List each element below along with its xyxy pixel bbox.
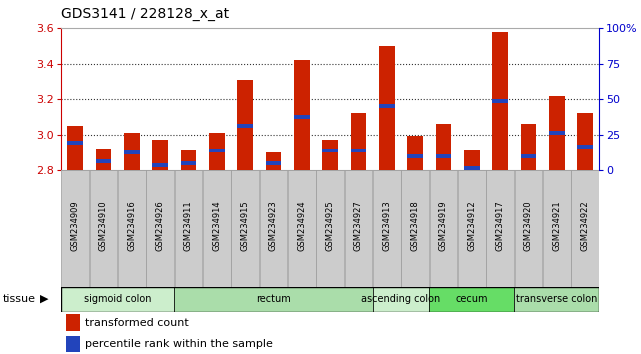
Text: ▶: ▶ <box>40 294 48 304</box>
Bar <box>487 170 514 287</box>
Bar <box>203 170 231 287</box>
Bar <box>379 46 395 170</box>
Bar <box>322 140 338 170</box>
Bar <box>146 170 174 287</box>
Text: GSM234925: GSM234925 <box>326 201 335 251</box>
Bar <box>96 159 111 163</box>
Text: rectum: rectum <box>256 294 291 304</box>
Text: GSM234918: GSM234918 <box>411 201 420 251</box>
Bar <box>260 170 287 287</box>
Text: GDS3141 / 228128_x_at: GDS3141 / 228128_x_at <box>61 7 229 21</box>
Text: GSM234919: GSM234919 <box>439 201 448 251</box>
Bar <box>96 149 111 170</box>
Bar <box>543 170 570 287</box>
Bar <box>124 133 140 170</box>
Bar <box>373 170 401 287</box>
Bar <box>520 154 537 158</box>
Bar <box>153 163 168 166</box>
Bar <box>265 152 281 170</box>
Text: cecum: cecum <box>456 294 488 304</box>
Text: sigmoid colon: sigmoid colon <box>84 294 151 304</box>
Bar <box>458 170 486 287</box>
Bar <box>345 170 372 287</box>
Text: transverse colon: transverse colon <box>516 294 597 304</box>
Bar <box>181 161 196 165</box>
Text: transformed count: transformed count <box>85 318 189 327</box>
Bar <box>174 170 203 287</box>
Bar <box>515 170 542 287</box>
Bar <box>66 314 79 331</box>
Bar <box>372 287 429 312</box>
Bar <box>351 149 366 152</box>
Bar <box>288 170 315 287</box>
Text: GSM234922: GSM234922 <box>581 201 590 251</box>
Text: GSM234927: GSM234927 <box>354 201 363 251</box>
Bar <box>124 150 140 154</box>
Text: GSM234915: GSM234915 <box>240 201 249 251</box>
Bar <box>61 170 89 287</box>
Bar <box>436 124 451 170</box>
Text: GSM234920: GSM234920 <box>524 201 533 251</box>
Bar <box>209 149 224 152</box>
Bar <box>492 99 508 103</box>
Bar <box>407 154 423 158</box>
Text: GSM234910: GSM234910 <box>99 201 108 251</box>
Bar <box>578 145 593 149</box>
Text: tissue: tissue <box>3 294 36 304</box>
Bar <box>549 131 565 135</box>
Bar <box>174 287 372 312</box>
Bar <box>429 287 514 312</box>
Bar <box>61 287 174 312</box>
Bar <box>571 170 599 287</box>
Bar <box>407 136 423 170</box>
Bar <box>464 166 479 170</box>
Bar <box>294 60 310 170</box>
Bar <box>231 170 259 287</box>
Bar <box>464 150 479 170</box>
Bar <box>436 154 451 158</box>
Bar <box>67 126 83 170</box>
Text: ascending colon: ascending colon <box>362 294 440 304</box>
Text: GSM234911: GSM234911 <box>184 201 193 251</box>
Bar <box>322 149 338 152</box>
Bar <box>379 104 395 108</box>
Text: GSM234924: GSM234924 <box>297 201 306 251</box>
Text: percentile rank within the sample: percentile rank within the sample <box>85 339 273 349</box>
Text: GSM234912: GSM234912 <box>467 201 476 251</box>
Bar <box>237 80 253 170</box>
Bar <box>67 141 83 145</box>
Text: GSM234913: GSM234913 <box>382 201 391 251</box>
Bar <box>209 133 224 170</box>
Bar <box>401 170 429 287</box>
Bar <box>294 115 310 119</box>
Bar <box>429 170 458 287</box>
Text: GSM234909: GSM234909 <box>71 201 79 251</box>
Bar <box>492 32 508 170</box>
Text: GSM234923: GSM234923 <box>269 201 278 251</box>
Bar <box>578 113 593 170</box>
Text: GSM234914: GSM234914 <box>212 201 221 251</box>
Bar <box>237 124 253 127</box>
Bar <box>520 124 537 170</box>
Text: GSM234926: GSM234926 <box>156 201 165 251</box>
Text: GSM234921: GSM234921 <box>553 201 562 251</box>
Bar <box>118 170 146 287</box>
Text: GSM234916: GSM234916 <box>128 201 137 251</box>
Bar <box>316 170 344 287</box>
Bar <box>549 96 565 170</box>
Bar <box>265 161 281 165</box>
Bar <box>351 113 366 170</box>
Bar <box>514 287 599 312</box>
Bar <box>90 170 117 287</box>
Bar <box>66 336 79 352</box>
Text: GSM234917: GSM234917 <box>495 201 504 251</box>
Bar <box>153 140 168 170</box>
Bar <box>181 150 196 170</box>
